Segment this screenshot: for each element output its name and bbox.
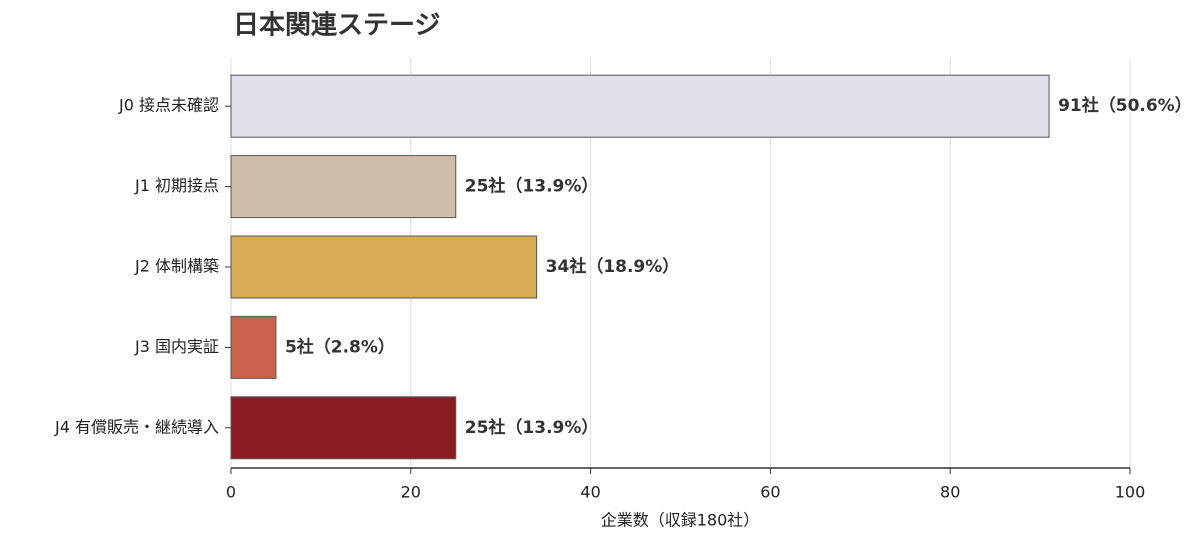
y-tick-label: J2 体制構築: [134, 257, 219, 276]
y-tick-label: J1 初期接点: [134, 176, 219, 195]
value-label: 91社（50.6%）: [1058, 95, 1192, 116]
bar: [230, 396, 457, 460]
x-tick-label: 40: [580, 483, 600, 502]
y-tick-label: J0 接点未確認: [118, 96, 219, 115]
x-tick-label: 20: [401, 483, 421, 502]
chart-title: 日本関連ステージ: [233, 11, 440, 41]
value-label: 25社（13.9%）: [465, 176, 599, 197]
bar: [230, 155, 457, 219]
x-axis-label: 企業数（収録180社）: [601, 511, 760, 530]
value-label: 5社（2.8%）: [285, 336, 395, 357]
bar: [230, 235, 538, 299]
y-tick-label: J4 有償販売・継続導入: [54, 417, 219, 436]
bar: [230, 74, 1050, 138]
x-tick-label: 100: [1115, 483, 1146, 502]
value-label: 25社（13.9%）: [465, 417, 599, 438]
value-label: 34社（18.9%）: [546, 256, 680, 277]
x-tick-label: 80: [940, 483, 960, 502]
x-tick-label: 60: [760, 483, 780, 502]
y-tick-label: J3 国内実証: [134, 337, 219, 356]
bar: [230, 315, 277, 379]
x-tick-label: 0: [226, 483, 236, 502]
